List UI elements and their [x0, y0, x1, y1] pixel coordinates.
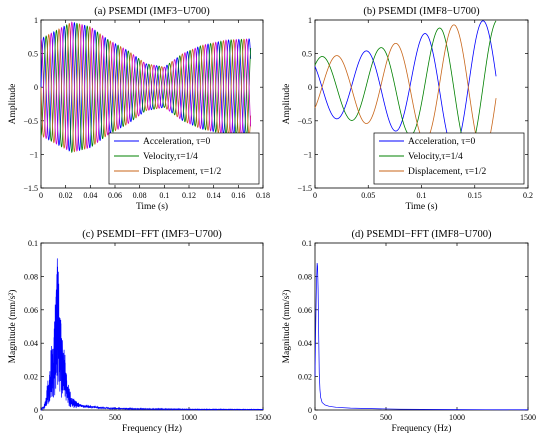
plot-frame-c: [40, 242, 264, 411]
y-tick-label-a: 0.5: [28, 50, 38, 59]
x-tick-label-c: 1500: [255, 413, 271, 422]
chart-title-a: (a) PSEMDI (IMF3−U700): [94, 6, 210, 17]
chart-title-d: (d) PSEMDI−FFT (IMF8−U700): [352, 229, 493, 240]
panel-a: (a) PSEMDI (IMF3−U700) 0 0.02 0.04 0.06 0.08 0…: [8, 6, 270, 212]
plot-frame-d: [314, 242, 529, 411]
y-tick-label-d: 0.1: [302, 239, 312, 248]
chart-title-b: (b) PSEMDI (IMF8−U700): [363, 6, 480, 17]
series-line-b-0: [314, 20, 497, 150]
y-tick-label-d: 0.04: [298, 339, 312, 348]
y-tick-label-d: 0: [308, 406, 312, 415]
series-line-b-2: [314, 24, 497, 154]
x-tick-label-d: 1000: [449, 413, 465, 422]
legend-entry-b-2: Displacement, τ=1/2: [408, 167, 487, 177]
legend-entry-b-0: Acceleration, τ=0: [408, 137, 475, 147]
x-tick-label-a: 0: [39, 191, 43, 200]
x-tick-label-a: 0.12: [182, 191, 196, 200]
x-tick-label-a: 0.08: [133, 191, 147, 200]
series-line-b-1: [314, 20, 497, 153]
y-tick-label-a: −1: [29, 150, 38, 159]
legend-entry-b-1: Velocity,τ=1/4: [408, 152, 463, 162]
y-tick-label-a: 0: [34, 83, 38, 92]
x-tick-label-d: 500: [380, 413, 392, 422]
y-tick-label-c: 0.08: [24, 272, 38, 281]
x-tick-label-b: 0.1: [417, 191, 427, 200]
y-tick-label-c: 0.04: [24, 339, 38, 348]
spectrum-line-c: [40, 258, 264, 411]
y-tick-label-c: 0.02: [24, 373, 38, 382]
y-tick-label-b: 1: [308, 16, 312, 25]
y-tick-label-d: 0.08: [298, 272, 312, 281]
x-tick-label-b: 0: [313, 191, 317, 200]
legend-a: Acceleration, τ=0 Velocity,τ=1/4 Displacem…: [108, 132, 260, 185]
panel-b: (b) PSEMDI (IMF8−U700) 0 0.05 0.1 0.15 0.2 −1.…: [282, 6, 533, 212]
x-axis-label-b: Time (s): [405, 201, 437, 212]
y-tick-label-d: 0.06: [298, 306, 312, 315]
spectrum-line-d: [314, 262, 529, 411]
y-tick-label-a: −1.5: [23, 184, 38, 193]
x-tick-label-b: 0.15: [468, 191, 482, 200]
y-axis-label-a: Amplitude: [8, 84, 18, 125]
y-tick-label-b: 0.5: [302, 50, 312, 59]
y-tick-label-c: 0: [34, 406, 38, 415]
y-tick-label-c: 0.1: [28, 239, 38, 248]
series-line-a-0: [40, 21, 252, 152]
x-tick-label-c: 0: [39, 413, 43, 422]
y-axis-label-b: Amplitude: [282, 84, 292, 125]
y-tick-label-a: 1: [34, 16, 38, 25]
legend-entry-a-0: Acceleration, τ=0: [143, 137, 210, 147]
y-tick-label-b: 0: [308, 83, 312, 92]
x-tick-label-c: 500: [109, 413, 121, 422]
x-tick-label-a: 0.06: [108, 191, 122, 200]
x-tick-label-b: 0.2: [523, 191, 533, 200]
panel-c: (c) PSEMDI−FFT (IMF3−U700) 0 500 1000 1500 0 0…: [7, 229, 271, 434]
x-tick-label-a: 0.1: [159, 191, 169, 200]
series-line-a-1: [40, 22, 252, 154]
series-line-a-3: [40, 21, 252, 152]
x-tick-label-a: 0.16: [231, 191, 245, 200]
x-tick-label-b: 0.05: [361, 191, 375, 200]
x-tick-label-a: 0.02: [59, 191, 73, 200]
x-tick-label-a: 0.04: [83, 191, 97, 200]
y-tick-label-c: 0.06: [24, 306, 38, 315]
y-tick-label-b: −1: [303, 150, 312, 159]
plot-frame-a: [40, 19, 264, 189]
chart-title-c: (c) PSEMDI−FFT (IMF3−U700): [82, 229, 222, 240]
y-axis-label-d: Magnitude (mm/s²): [281, 290, 292, 364]
x-tick-label-c: 1000: [181, 413, 197, 422]
x-tick-label-a: 0.18: [256, 191, 270, 200]
x-tick-label-d: 0: [313, 413, 317, 422]
series-line-a-2: [40, 22, 252, 153]
x-axis-label-d: Frequency (Hz): [392, 423, 452, 434]
legend-b: Acceleration, τ=0 Velocity,τ=1/4 Displacem…: [373, 132, 525, 185]
legend-entry-a-2: Displacement, τ=1/2: [143, 167, 222, 177]
y-axis-label-c: Magnitude (mm/s²): [7, 290, 18, 364]
panel-d: (d) PSEMDI−FFT (IMF8−U700) 0 500 1000 1500 0 0…: [281, 229, 536, 434]
x-axis-label-a: Time (s): [136, 201, 168, 212]
x-axis-label-c: Frequency (Hz): [122, 423, 182, 434]
y-tick-label-b: −1.5: [297, 184, 312, 193]
x-tick-label-a: 0.14: [207, 191, 221, 200]
y-tick-label-d: 0.02: [298, 373, 312, 382]
y-tick-label-a: −0.5: [23, 117, 38, 126]
y-tick-label-b: −0.5: [297, 117, 312, 126]
legend-entry-a-1: Velocity,τ=1/4: [143, 152, 198, 162]
x-tick-label-d: 1500: [520, 413, 536, 422]
